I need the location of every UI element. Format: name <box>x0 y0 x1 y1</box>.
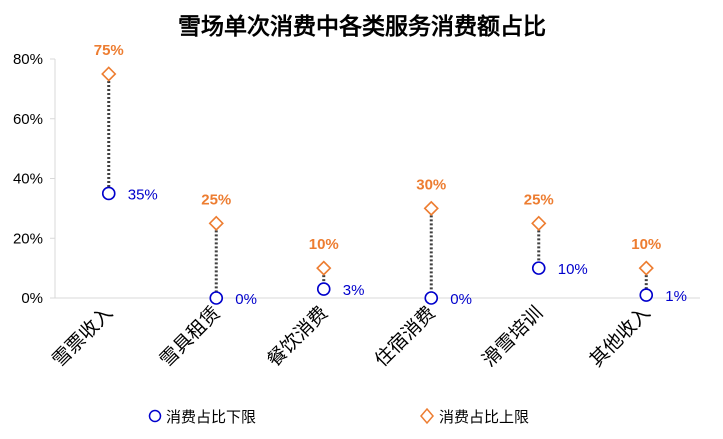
x-tick-label: 餐饮消费 <box>263 302 332 371</box>
lower-marker <box>424 291 439 305</box>
legend-lower-marker <box>148 409 162 423</box>
x-tick-label: 住宿消费 <box>370 302 439 371</box>
upper-data-label: 25% <box>201 191 231 208</box>
y-tick-label: 0% <box>21 290 43 307</box>
plot-area: 35% 75% 0% 25% 3% 10% 0% 30% 10% 25% 1% 10% <box>94 42 687 308</box>
upper-data-label: 75% <box>94 42 124 59</box>
upper-data-label: 10% <box>631 236 661 253</box>
upper-marker <box>316 260 332 276</box>
x-tick-label: 滑雪培训 <box>478 302 547 371</box>
upper-marker <box>101 66 117 82</box>
x-tick-label: 其他收入 <box>585 302 654 371</box>
lower-data-label: 35% <box>128 186 158 203</box>
lower-marker <box>316 282 331 296</box>
legend-item-lower: 消费占比下限 <box>148 408 256 426</box>
y-tick-label: 40% <box>13 171 43 188</box>
lower-marker <box>209 291 224 305</box>
upper-marker <box>638 260 654 276</box>
upper-marker <box>208 215 224 231</box>
upper-data-label: 30% <box>416 176 446 193</box>
upper-data-label: 10% <box>309 236 339 253</box>
legend: 消费占比下限 消费占比上限 <box>148 407 529 426</box>
y-tick-label: 80% <box>13 51 43 68</box>
upper-data-label: 25% <box>524 191 554 208</box>
legend-upper-marker <box>420 407 434 425</box>
legend-upper-label: 消费占比上限 <box>439 408 529 426</box>
chart-title: 雪场单次消费中各类服务消费额占比 <box>178 13 546 40</box>
x-tick-label: 雪具租赁 <box>155 302 224 371</box>
y-axis: 0% 20% 40% 60% 80% <box>13 51 56 307</box>
y-tick-label: 60% <box>13 111 43 128</box>
lower-data-label: 0% <box>235 291 257 308</box>
legend-item-upper: 消费占比上限 <box>420 407 529 426</box>
y-tick-label: 20% <box>13 230 43 247</box>
legend-lower-label: 消费占比下限 <box>166 408 256 426</box>
lower-data-label: 1% <box>665 288 687 305</box>
lower-data-label: 3% <box>343 282 365 299</box>
x-axis: 雪票收入 雪具租赁 餐饮消费 住宿消费 滑雪培训 其他收入 <box>48 297 700 371</box>
x-tick-label: 雪票收入 <box>48 302 117 371</box>
upper-marker <box>423 200 439 217</box>
lower-marker <box>639 288 654 302</box>
upper-marker <box>531 215 547 231</box>
lower-marker <box>531 261 546 275</box>
lower-data-label: 0% <box>450 291 472 308</box>
lower-data-label: 10% <box>558 261 588 278</box>
lower-marker <box>101 186 116 201</box>
